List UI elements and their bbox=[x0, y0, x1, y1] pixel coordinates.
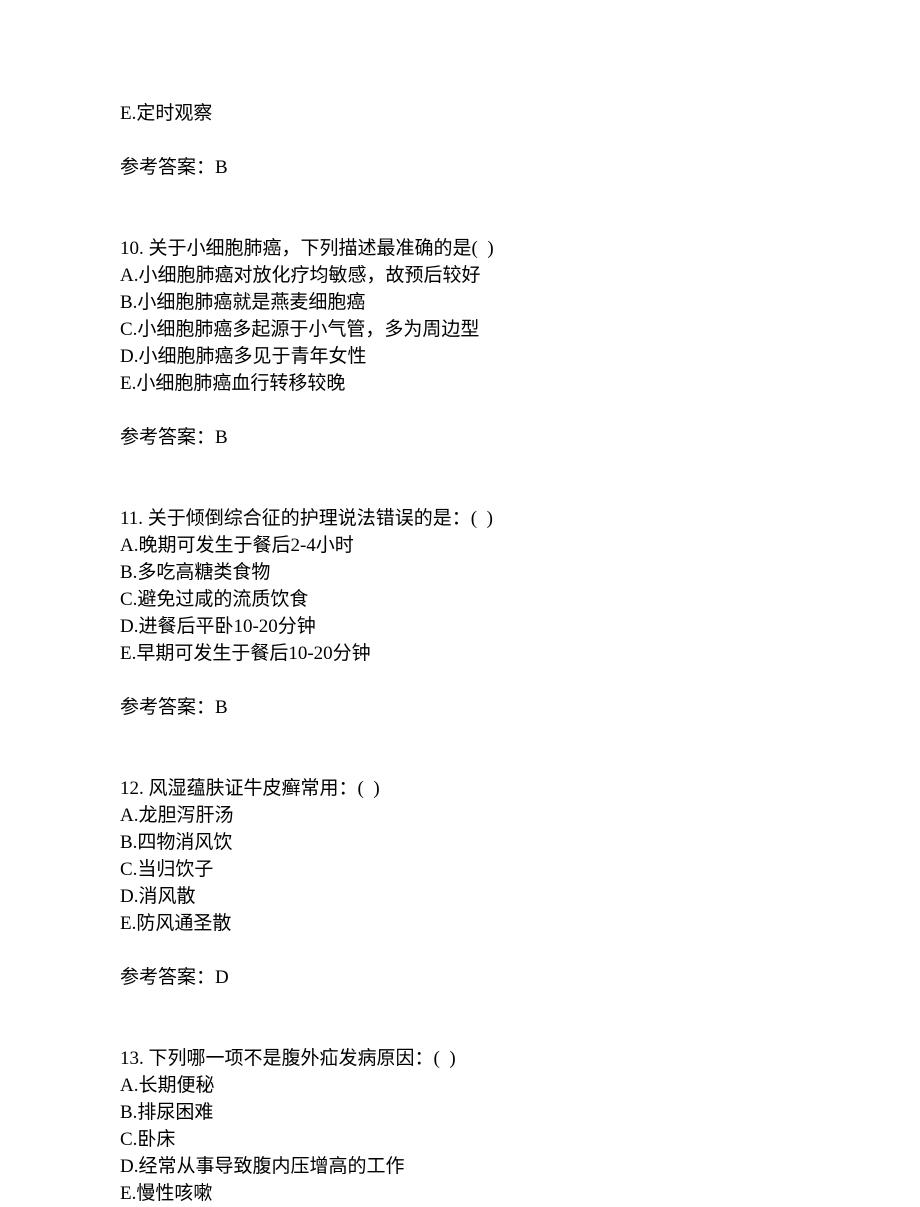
q10-option-d: D.小细胞肺癌多见于青年女性 bbox=[120, 343, 800, 370]
q12-option-d: D.消风散 bbox=[120, 883, 800, 910]
q10-option-b: B.小细胞肺癌就是燕麦细胞癌 bbox=[120, 289, 800, 316]
q11-option-d: D.进餐后平卧10-20分钟 bbox=[120, 613, 800, 640]
q12-option-a: A.龙胆泻肝汤 bbox=[120, 802, 800, 829]
q12-option-b: B.四物消风饮 bbox=[120, 829, 800, 856]
q9-answer: 参考答案：B bbox=[120, 154, 800, 181]
q10-option-a: A.小细胞肺癌对放化疗均敏感，故预后较好 bbox=[120, 262, 800, 289]
q12-stem: 12. 风湿蕴肤证牛皮癣常用：( ) bbox=[120, 775, 800, 802]
q13-option-d: D.经常从事导致腹内压增高的工作 bbox=[120, 1153, 800, 1180]
q13-option-b: B.排尿困难 bbox=[120, 1099, 800, 1126]
q13-option-c: C.卧床 bbox=[120, 1126, 800, 1153]
q11-option-b: B.多吃高糖类食物 bbox=[120, 559, 800, 586]
q10-answer: 参考答案：B bbox=[120, 424, 800, 451]
q13-stem: 13. 下列哪一项不是腹外疝发病原因：( ) bbox=[120, 1045, 800, 1072]
q10-stem: 10. 关于小细胞肺癌，下列描述最准确的是( ) bbox=[120, 235, 800, 262]
q11-option-e: E.早期可发生于餐后10-20分钟 bbox=[120, 640, 800, 667]
q11-answer: 参考答案：B bbox=[120, 694, 800, 721]
q11-option-c: C.避免过咸的流质饮食 bbox=[120, 586, 800, 613]
q11-option-a: A.晚期可发生于餐后2-4小时 bbox=[120, 532, 800, 559]
q10-option-e: E.小细胞肺癌血行转移较晚 bbox=[120, 370, 800, 397]
q12-option-c: C.当归饮子 bbox=[120, 856, 800, 883]
q11-stem: 11. 关于倾倒综合征的护理说法错误的是：( ) bbox=[120, 505, 800, 532]
q13-option-e: E.慢性咳嗽 bbox=[120, 1180, 800, 1207]
q10-option-c: C.小细胞肺癌多起源于小气管，多为周边型 bbox=[120, 316, 800, 343]
q13-option-a: A.长期便秘 bbox=[120, 1072, 800, 1099]
q12-answer: 参考答案：D bbox=[120, 964, 800, 991]
q9-option-e: E.定时观察 bbox=[120, 100, 800, 127]
q12-option-e: E.防风通圣散 bbox=[120, 910, 800, 937]
